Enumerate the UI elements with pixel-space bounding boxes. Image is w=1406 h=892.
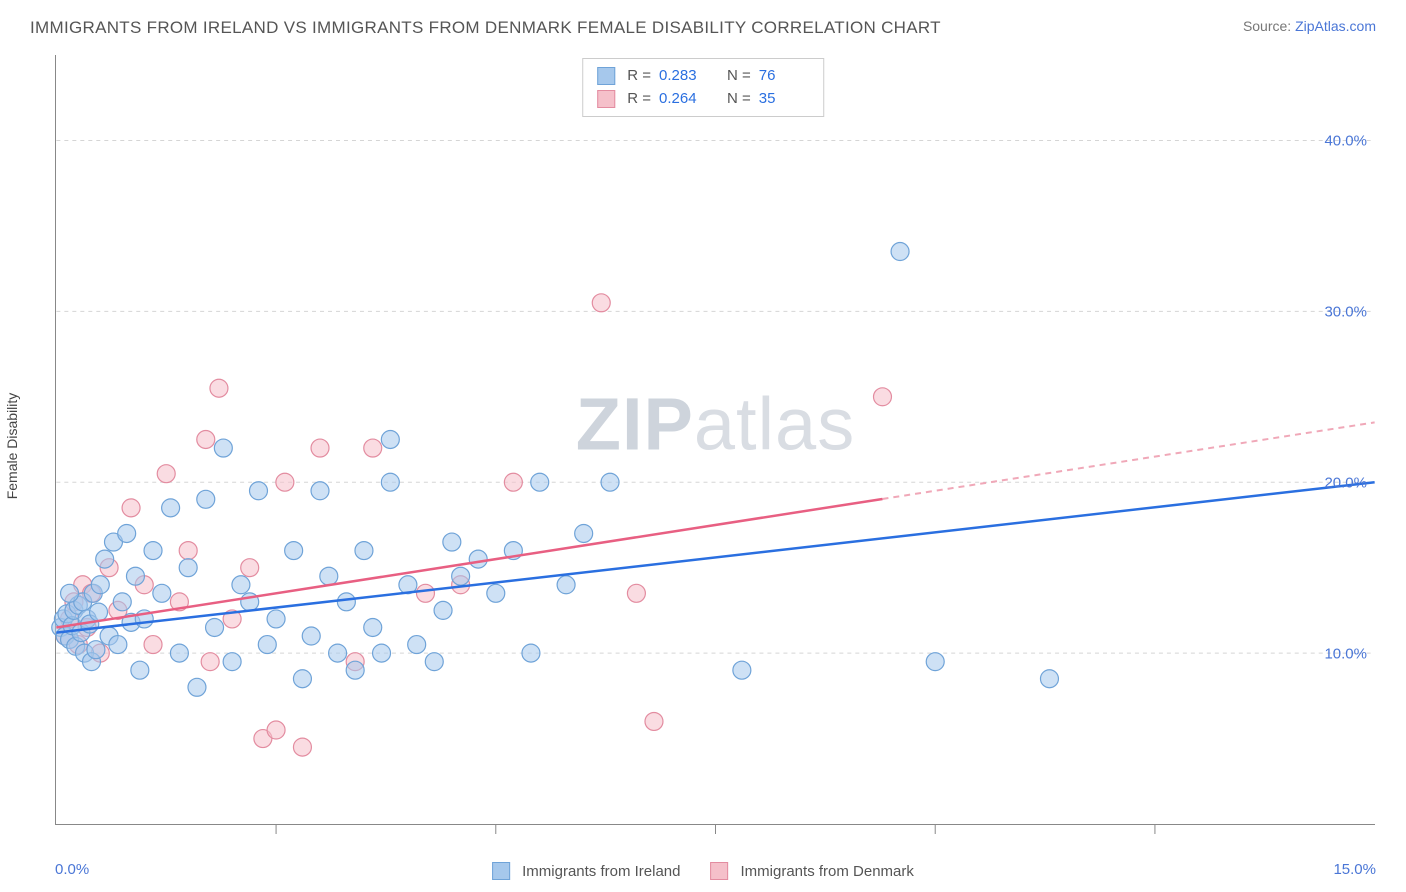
series-legend: Immigrants from Ireland Immigrants from … <box>492 862 914 880</box>
y-tick-label: 10.0% <box>1324 645 1367 662</box>
swatch-denmark <box>597 90 615 108</box>
y-tick-label: 40.0% <box>1324 132 1367 149</box>
y-axis-label: Female Disability <box>4 393 20 500</box>
y-tick-label: 30.0% <box>1324 303 1367 320</box>
legend-item-ireland: Immigrants from Ireland <box>492 862 680 880</box>
x-axis-min-label: 0.0% <box>55 861 89 878</box>
y-tick-label: 20.0% <box>1324 474 1367 491</box>
source-link[interactable]: ZipAtlas.com <box>1295 18 1376 34</box>
plot-area: ZIPatlas 10.0%20.0%30.0%40.0% <box>55 55 1375 825</box>
plot-svg <box>56 55 1375 824</box>
chart-container: IMMIGRANTS FROM IRELAND VS IMMIGRANTS FR… <box>0 0 1406 892</box>
x-axis-max-label: 15.0% <box>1333 861 1376 878</box>
swatch-ireland <box>597 67 615 85</box>
legend-row-ireland: R = 0.283 N = 76 <box>597 65 809 88</box>
legend-row-denmark: R = 0.264 N = 35 <box>597 88 809 111</box>
correlation-legend: R = 0.283 N = 76 R = 0.264 N = 35 <box>582 58 824 117</box>
swatch-denmark-bottom <box>711 862 729 880</box>
source-label: Source: ZipAtlas.com <box>1243 18 1376 34</box>
chart-title: IMMIGRANTS FROM IRELAND VS IMMIGRANTS FR… <box>30 18 941 38</box>
swatch-ireland-bottom <box>492 862 510 880</box>
header: IMMIGRANTS FROM IRELAND VS IMMIGRANTS FR… <box>0 0 1406 46</box>
legend-item-denmark: Immigrants from Denmark <box>711 862 914 880</box>
